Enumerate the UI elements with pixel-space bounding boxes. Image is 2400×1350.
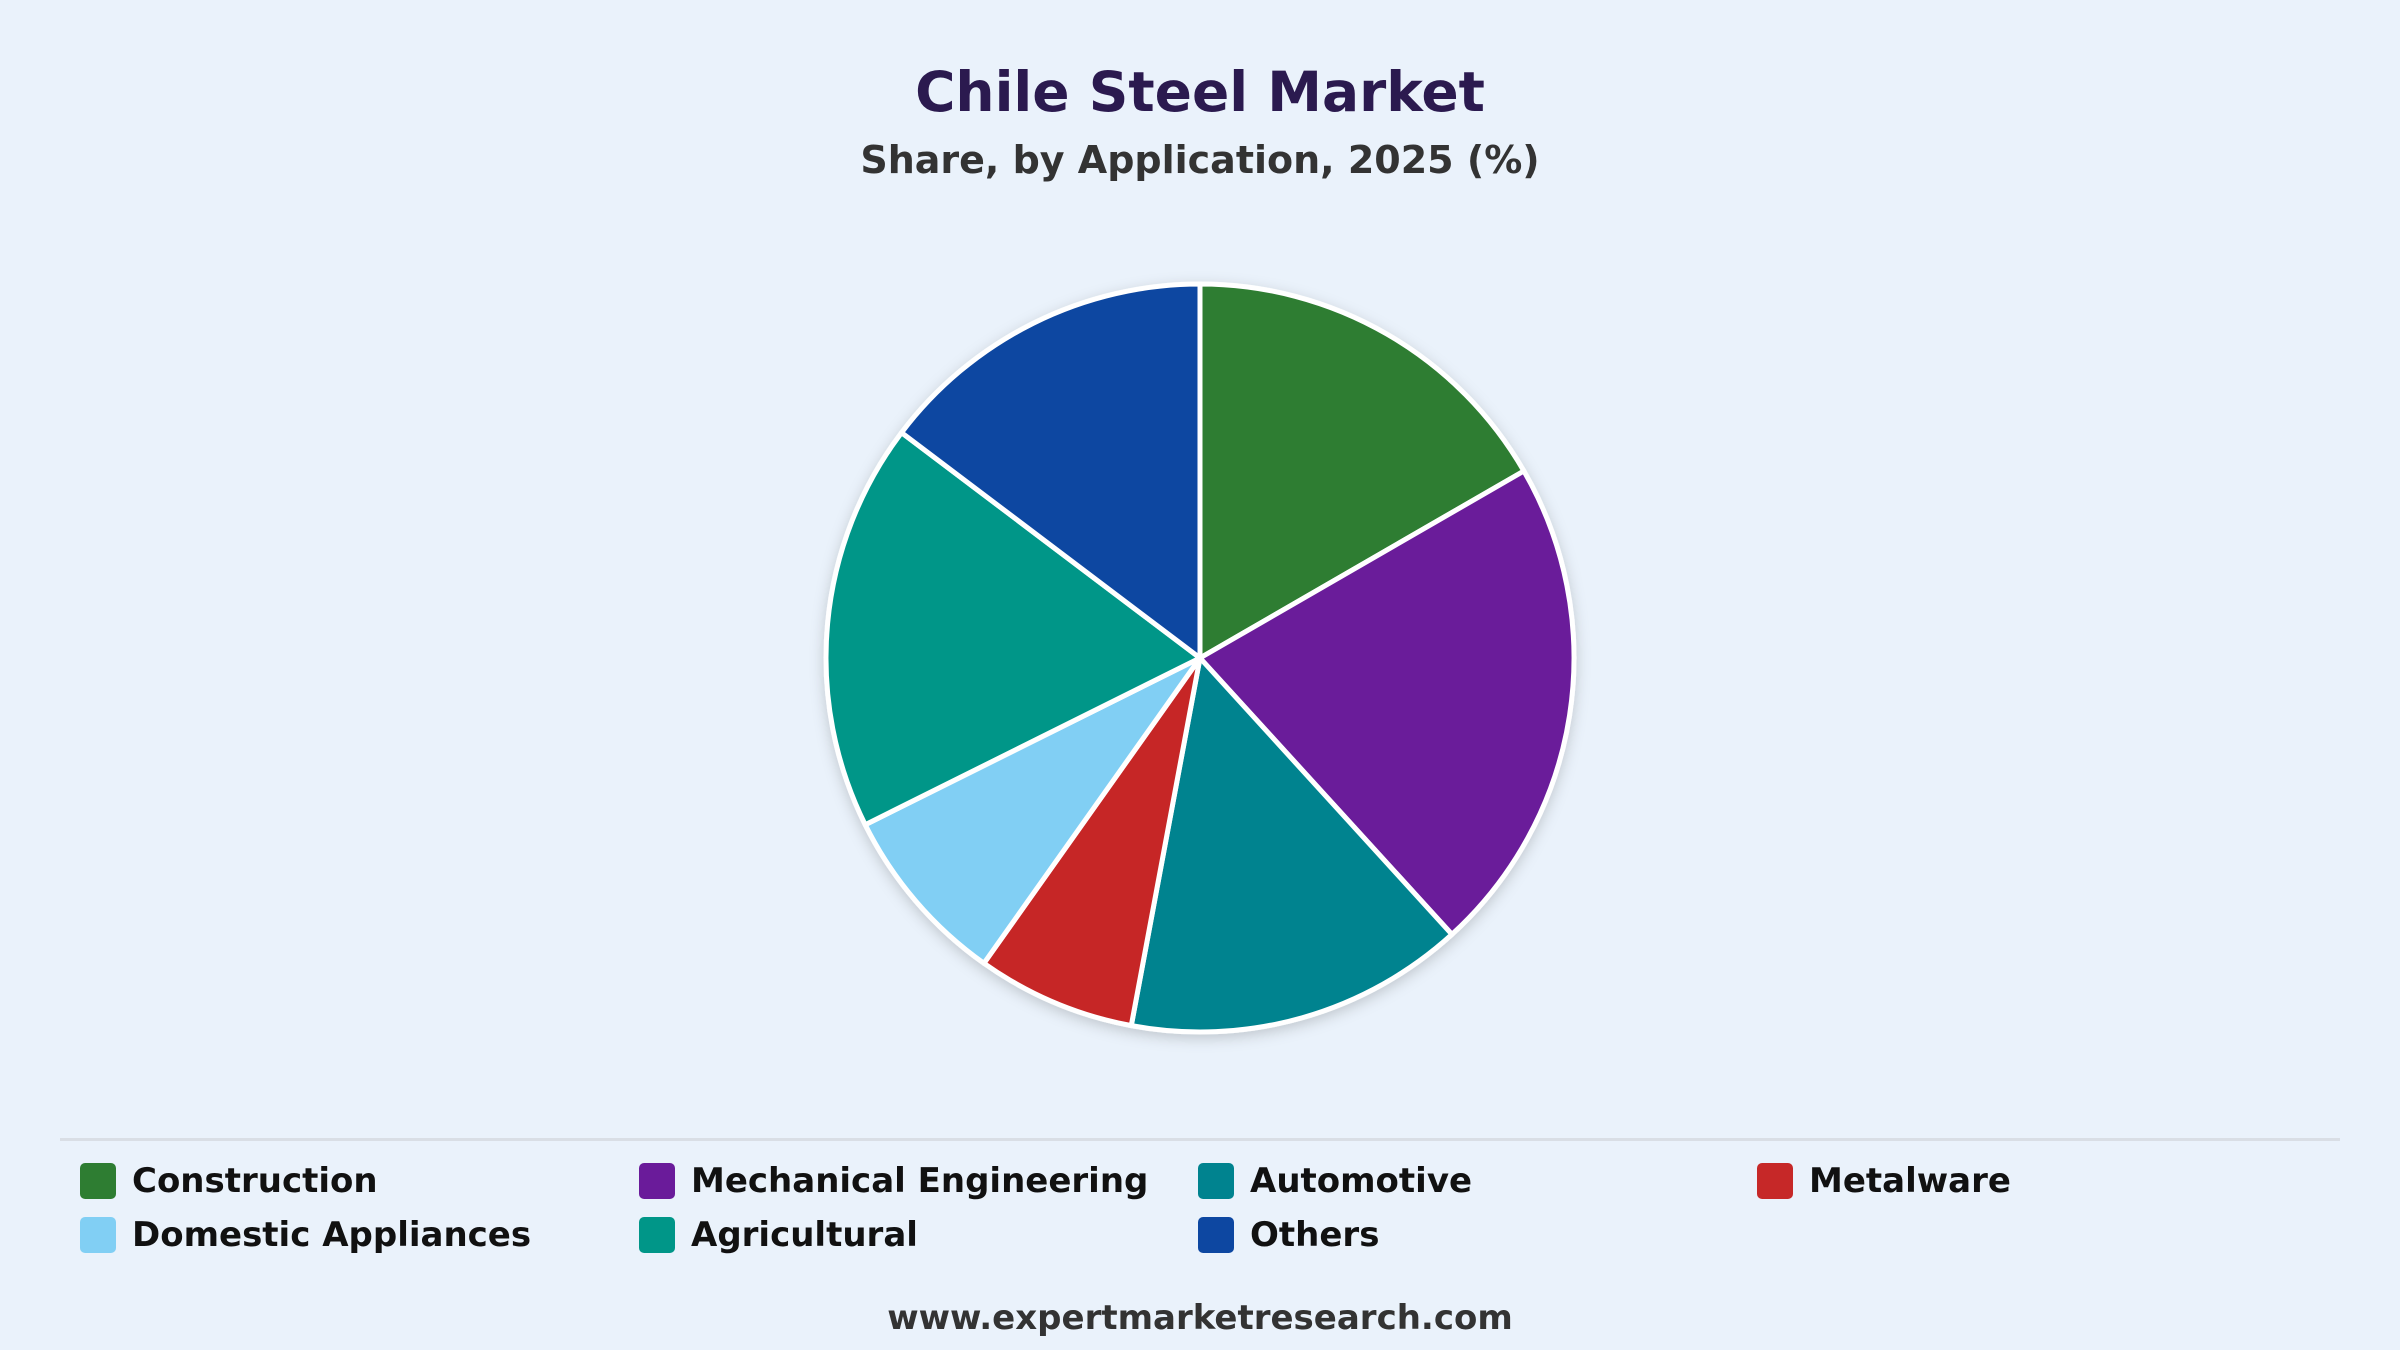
source-url: www.expertmarketresearch.com (887, 1298, 1513, 1338)
pie-slice-agricultural (823, 430, 1203, 828)
legend-item-construction: Construction (80, 1154, 639, 1208)
legend-divider (60, 1138, 2340, 1141)
legend-label: Automotive (1250, 1161, 1473, 1201)
pie-slice-metalware (981, 655, 1203, 1029)
chart-subtitle: Share, by Application, 2025 (%) (860, 138, 1540, 182)
legend-item-metalware: Metalware (1757, 1154, 2316, 1208)
legend-item-domestic-appliances: Domestic Appliances (80, 1208, 639, 1262)
pie-slice-construction (1197, 281, 1527, 661)
legend-label: Agricultural (691, 1215, 918, 1255)
legend-label: Domestic Appliances (132, 1215, 532, 1255)
legend-item-others: Others (1198, 1208, 1757, 1262)
pie-slice-domestic-appliances (862, 655, 1203, 966)
pie-slice-mechanical-engineering (1197, 468, 1577, 937)
legend-label: Mechanical Engineering (691, 1161, 1149, 1201)
legend-label: Construction (132, 1161, 378, 1201)
legend-label: Metalware (1809, 1161, 2011, 1201)
legend-swatch (639, 1163, 675, 1199)
pie-slice-others (899, 281, 1203, 661)
legend-swatch (639, 1217, 675, 1253)
legend-swatch (1198, 1163, 1234, 1199)
legend-item-mechanical-engineering: Mechanical Engineering (639, 1154, 1198, 1208)
legend-swatch (1198, 1217, 1234, 1253)
chart-title: Chile Steel Market (915, 60, 1485, 124)
legend-swatch (80, 1217, 116, 1253)
legend-swatch (1757, 1163, 1793, 1199)
legend: Construction Mechanical Engineering Automo… (80, 1154, 2320, 1262)
legend-item-automotive: Automotive (1198, 1154, 1757, 1208)
legend-item-agricultural: Agricultural (639, 1208, 1198, 1262)
pie-slice-automotive (1128, 655, 1455, 1035)
legend-label: Others (1250, 1215, 1380, 1255)
legend-swatch (80, 1163, 116, 1199)
